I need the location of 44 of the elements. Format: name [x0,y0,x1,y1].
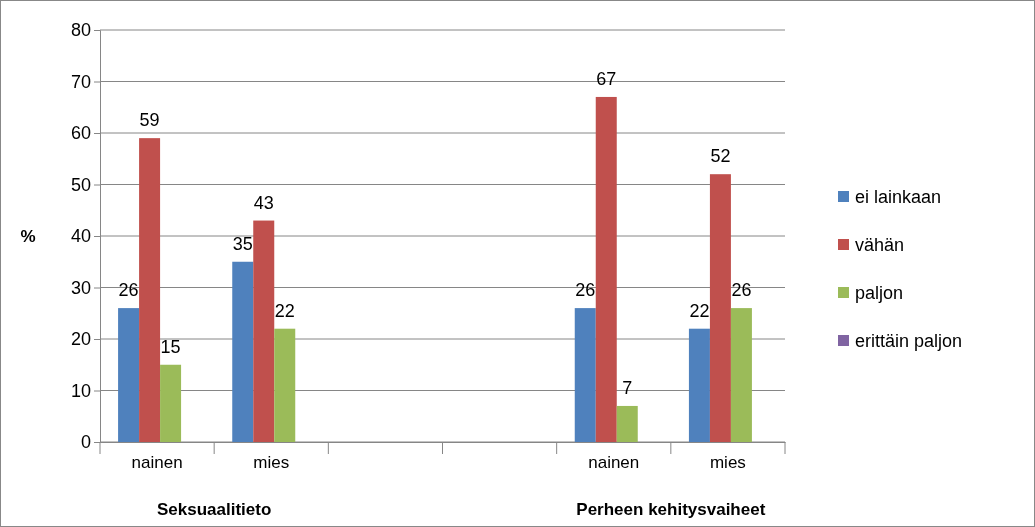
bar [616,405,638,442]
data-label: 15 [160,336,181,357]
legend-label: paljon [855,283,904,303]
bar [595,96,617,442]
y-tick-label: 10 [70,380,91,401]
bar [232,261,254,442]
text: Seksuaalitieto [157,500,272,519]
data-label: 67 [596,68,617,89]
bar [709,174,731,442]
x-tick-label: mies [709,453,746,473]
data-label: 52 [710,146,731,167]
legend-label: ei lainkaan [855,187,942,207]
x-tick-label: nainen [588,453,640,473]
data-label: 26 [575,280,596,301]
y-tick-label: 30 [70,277,91,298]
data-label: 35 [232,233,253,254]
bar [730,308,752,442]
bar [118,308,140,442]
y-axis-title: % [20,227,36,246]
data-label: 43 [253,192,274,213]
data-label: 22 [689,300,710,321]
bar [274,328,296,442]
bar [574,308,596,442]
data-label: 59 [139,110,160,131]
legend-label: erittäin paljon [855,331,963,351]
data-label: 26 [118,280,139,301]
x-tick-label: mies [253,453,290,473]
y-tick-label: 0 [80,432,91,453]
bar [160,364,182,442]
bar [139,138,161,442]
bar [688,328,710,442]
y-tick-label: 80 [70,20,91,41]
bar [253,220,275,442]
y-tick-label: 20 [70,329,91,350]
legend-label: vähän [855,235,905,255]
y-tick-label: 60 [70,123,91,144]
data-label: 26 [731,280,752,301]
data-label: 22 [274,300,295,321]
y-tick-label: 50 [70,174,91,195]
x-tick-label: nainen [131,453,183,473]
y-tick-label: 70 [70,71,91,92]
data-label: 7 [622,377,633,398]
y-tick-label: 40 [70,226,91,247]
text: Perheen kehitysvaiheet [576,500,766,519]
